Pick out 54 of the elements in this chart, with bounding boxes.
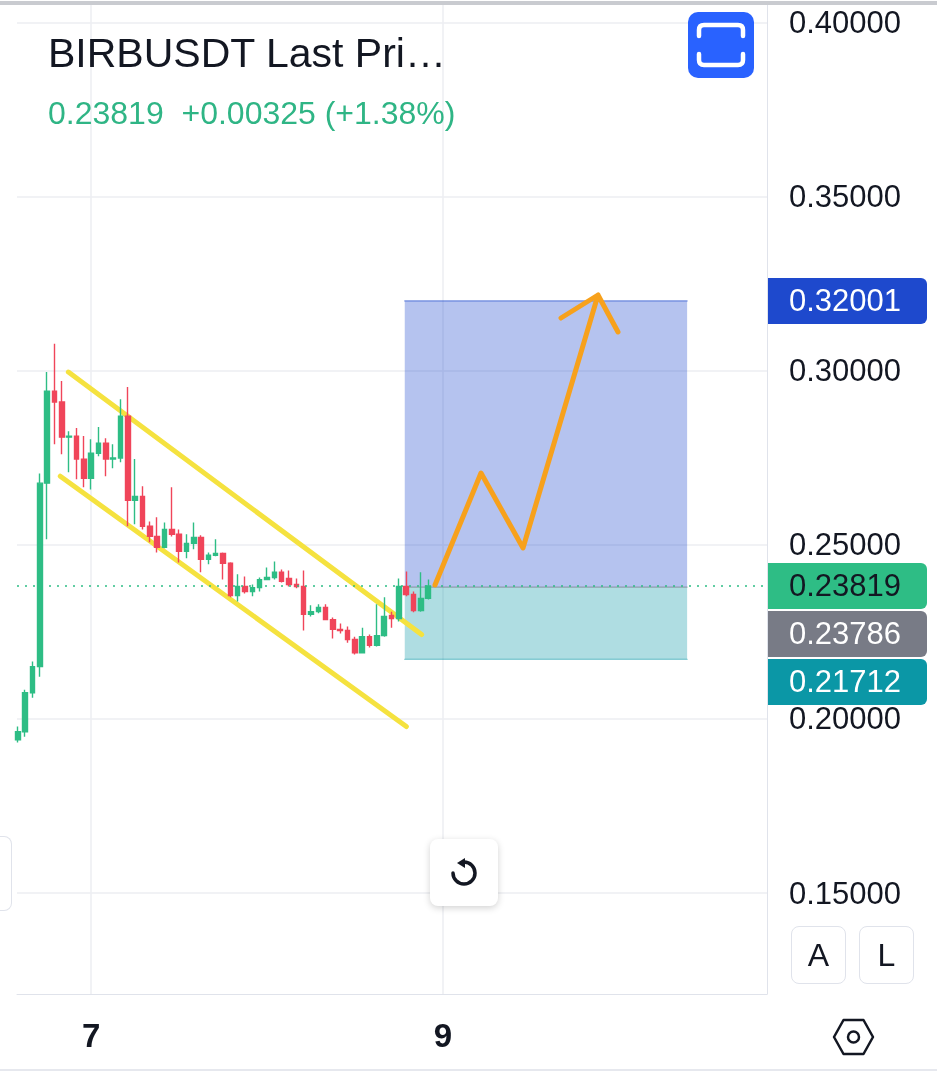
candlestick	[358, 626, 366, 654]
candlestick	[300, 569, 307, 632]
text: 0.23819 +0.00325 (+1.38%)	[48, 95, 456, 131]
x-tick-label: 9	[433, 1017, 453, 1054]
candlestick	[307, 604, 315, 618]
candlestick	[278, 568, 285, 584]
candlestick	[410, 590, 417, 614]
candlestick	[388, 610, 395, 629]
candlestick	[95, 426, 102, 458]
candlestick	[205, 551, 212, 565]
text: BIRBUSDT Last Pri…	[48, 30, 446, 76]
y-tick-label: 0.30000	[789, 353, 902, 389]
candlestick	[87, 438, 95, 491]
candlestick	[131, 458, 139, 525]
candlestick	[183, 533, 190, 560]
candlestick	[402, 570, 410, 598]
candlestick	[351, 636, 359, 656]
candlestick	[161, 521, 168, 549]
candlestick	[29, 660, 36, 699]
candlestick	[51, 343, 58, 445]
text: 0.21712	[789, 664, 902, 700]
ref-line-label: 0.23819	[789, 568, 902, 604]
candlestick	[65, 430, 73, 474]
candlestick	[73, 427, 80, 480]
candlestick	[190, 521, 198, 550]
candlestick	[344, 625, 351, 644]
y-tick-label: 0.40000	[789, 4, 902, 40]
toggle-button: A	[791, 926, 846, 984]
toggle-button: L	[859, 926, 914, 984]
candlestick	[271, 560, 278, 581]
candlestick	[58, 380, 66, 455]
candlestick	[124, 386, 132, 528]
candlestick	[80, 435, 88, 489]
candlestick	[241, 575, 249, 595]
y-tick-label: 0.35000	[789, 179, 902, 215]
candlestick	[366, 633, 373, 649]
candlestick	[315, 603, 322, 615]
candlestick	[285, 569, 293, 588]
y-tick-label: 0.20000	[789, 701, 902, 737]
candlestick	[117, 398, 124, 463]
text: 0.32001	[789, 283, 902, 319]
y-tick-label: 0.15000	[789, 875, 902, 911]
text: 0.23786	[789, 616, 902, 652]
candlestick	[102, 437, 110, 477]
candlestick	[263, 566, 271, 581]
y-tick-label: 0.25000	[789, 527, 902, 563]
candlestick	[109, 443, 117, 469]
candlestick	[227, 561, 234, 599]
candlestick	[139, 485, 146, 531]
candlestick	[212, 538, 219, 557]
x-tick-label: 7	[81, 1017, 101, 1054]
candlestick	[322, 603, 329, 622]
candlestick	[197, 534, 205, 573]
candlestick	[219, 551, 227, 581]
